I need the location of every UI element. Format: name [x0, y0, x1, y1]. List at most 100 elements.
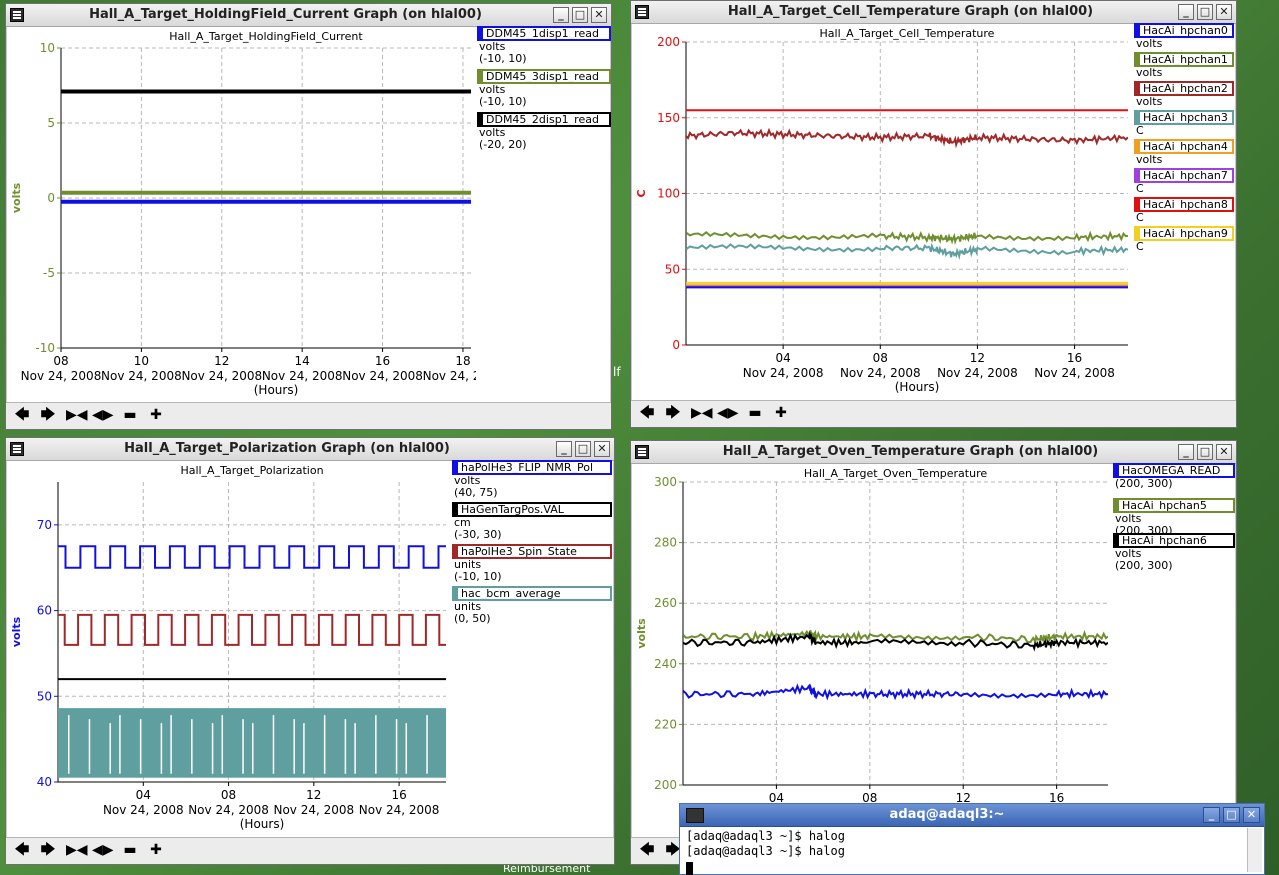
scale-up-icon[interactable]: ✚ [775, 405, 787, 421]
legend-entry[interactable]: HacOMEGA_READ (200, 300) [1113, 463, 1235, 490]
legend-entry[interactable]: HacAi_hpchan0 volts [1134, 23, 1234, 50]
maximize-button[interactable]: □ [1197, 4, 1213, 20]
legend-series-name[interactable]: HacAi_hpchan8 [1134, 197, 1234, 212]
zoom-out-icon[interactable]: ◀▶ [717, 405, 739, 421]
legend-entry[interactable]: HacAi_hpchan1 volts [1134, 52, 1234, 79]
legend-series-name[interactable]: DDM45_2disp1_read [477, 112, 611, 127]
legend-entry[interactable]: haPolHe3_FLIP_NMR_Pol volts (40, 75) [452, 460, 612, 499]
terminal-titlebar[interactable]: adaq@adaql3:~ _ □ ✕ [680, 804, 1264, 827]
legend-entry[interactable]: HacAi_hpchan7 C [1134, 168, 1234, 195]
zoom-in-icon[interactable]: ▶◀ [66, 842, 88, 858]
legend-series-name[interactable]: HacAi_hpchan4 [1134, 139, 1234, 154]
arrow-right-icon[interactable]: 🡆 [665, 405, 681, 421]
x-date-label: Nov 24, 2008 [262, 369, 343, 383]
zoom-in-icon[interactable]: ▶◀ [691, 405, 713, 421]
series-band-gap [323, 715, 326, 774]
legend-range: (-10, 10) [479, 95, 527, 108]
legend-series-name[interactable]: HacAi_hpchan0 [1134, 23, 1234, 38]
close-button[interactable]: ✕ [1243, 807, 1260, 823]
cell-titlebar[interactable]: Hall_A_Target_Cell_Temperature Graph (on… [631, 1, 1236, 24]
legend-unit: C [1136, 211, 1144, 224]
window-menu-icon[interactable] [635, 5, 649, 19]
legend-entry[interactable]: HaGenTargPos.VAL cm (-30, 30) [452, 502, 612, 541]
legend-entry[interactable]: haPolHe3_Spin_State units (-10, 10) [452, 544, 612, 583]
legend-entry[interactable]: HacAi_hpchan5 volts (200, 300) [1113, 498, 1235, 537]
close-button[interactable]: ✕ [1216, 444, 1232, 460]
minimize-button[interactable]: _ [1178, 444, 1194, 460]
x-date-label: Nov 24, 2008 [188, 803, 269, 817]
legend-series-name[interactable]: HacAi_hpchan2 [1134, 81, 1234, 96]
scale-down-icon[interactable]: ▬ [748, 405, 762, 421]
close-button[interactable]: ✕ [1216, 4, 1232, 20]
window-menu-icon[interactable] [635, 445, 649, 459]
legend-entry[interactable]: HacAi_hpchan9 C [1134, 226, 1234, 253]
polarization-chart[interactable]: Hall_A_Target_Polarization 40 50 60 70 volts 0… [6, 460, 451, 838]
x-date-label: Nov 24, 2008 [743, 366, 824, 380]
maximize-button[interactable]: □ [1197, 444, 1213, 460]
legend-unit: volts [1136, 37, 1163, 50]
legend-entry[interactable]: DDM45_2disp1_read volts (-20, 20) [477, 112, 611, 151]
legend-entry[interactable]: HacAi_hpchan4 volts [1134, 139, 1234, 166]
legend-series-name[interactable]: HacAi_hpchan5 [1113, 498, 1235, 513]
legend-unit: units [454, 600, 482, 613]
legend-series-name[interactable]: HacAi_hpchan1 [1134, 52, 1234, 67]
scale-down-icon[interactable]: ▬ [123, 407, 137, 423]
window-menu-icon[interactable] [10, 442, 24, 456]
legend-series-name[interactable]: haPolHe3_Spin_State [452, 544, 612, 559]
series-line [683, 630, 1108, 652]
oven-chart[interactable]: Hall_A_Target_Oven_Temperature 200 220 240 2… [631, 463, 1111, 841]
legend-series-name[interactable]: DDM45_3disp1_read [477, 69, 611, 84]
legend-entry[interactable]: hac_bcm_average units (0, 50) [452, 586, 612, 625]
close-button[interactable]: ✕ [591, 7, 607, 23]
scale-up-icon[interactable]: ✚ [150, 842, 162, 858]
legend-series-name[interactable]: HacOMEGA_READ [1113, 463, 1235, 478]
scale-down-icon[interactable]: ▬ [123, 842, 137, 858]
zoom-out-icon[interactable]: ◀▶ [92, 842, 114, 858]
legend-series-name[interactable]: HacAi_hpchan3 [1134, 110, 1234, 125]
legend-series-name[interactable]: HacAi_hpchan6 [1113, 533, 1235, 548]
legend-entry[interactable]: DDM45_1disp1_read volts (-10, 10) [477, 26, 611, 65]
desktop-reimbursement-label[interactable]: Reimbursement [503, 862, 591, 875]
minimize-button[interactable]: _ [556, 441, 572, 457]
arrow-left-icon[interactable]: 🡄 [639, 405, 655, 421]
legend-entry[interactable]: HacAi_hpchan2 volts [1134, 81, 1234, 108]
holding-titlebar[interactable]: Hall_A_Target_HoldingField_Current Graph… [6, 4, 611, 27]
legend-series-name[interactable]: HacAi_hpchan9 [1134, 226, 1234, 241]
legend-entry[interactable]: HacAi_hpchan6 volts (200, 300) [1113, 533, 1235, 572]
arrow-left-icon[interactable]: 🡄 [14, 842, 30, 858]
zoom-in-icon[interactable]: ▶◀ [66, 407, 88, 423]
arrow-left-icon[interactable]: 🡄 [14, 407, 30, 423]
oven-titlebar[interactable]: Hall_A_Target_Oven_Temperature Graph (on… [631, 441, 1236, 464]
arrow-right-icon[interactable]: 🡆 [665, 842, 681, 858]
minimize-button[interactable]: _ [1203, 807, 1220, 823]
series-band-gap [395, 719, 398, 774]
terminal-window[interactable]: adaq@adaql3:~ _ □ ✕ [adaq@adaql3 ~]$ hal… [679, 803, 1265, 875]
arrow-right-icon[interactable]: 🡆 [40, 407, 56, 423]
polarization-titlebar[interactable]: Hall_A_Target_Polarization Graph (on hla… [6, 438, 614, 461]
legend-series-name[interactable]: HacAi_hpchan7 [1134, 168, 1234, 183]
maximize-button[interactable]: □ [1223, 807, 1240, 823]
legend-series-name[interactable]: DDM45_1disp1_read [477, 26, 611, 41]
minimize-button[interactable]: _ [1178, 4, 1194, 20]
scale-up-icon[interactable]: ✚ [150, 407, 162, 423]
close-button[interactable]: ✕ [594, 441, 610, 457]
maximize-button[interactable]: □ [575, 441, 591, 457]
terminal-scrollbar[interactable] [1247, 828, 1262, 872]
series-band-gap [160, 723, 163, 774]
legend-series-name[interactable]: hac_bcm_average [452, 586, 612, 601]
window-menu-icon[interactable] [10, 8, 24, 22]
legend-series-name[interactable]: HaGenTargPos.VAL [452, 502, 612, 517]
zoom-out-icon[interactable]: ◀▶ [92, 407, 114, 423]
holding-chart[interactable]: Hall_A_Target_HoldingField_Current -10 -5 0… [6, 26, 476, 404]
series-band-gap [88, 719, 91, 774]
cell-chart[interactable]: Hall_A_Target_Cell_Temperature 0 50 100 150 2… [631, 23, 1131, 401]
legend-entry[interactable]: HacAi_hpchan8 C [1134, 197, 1234, 224]
legend-series-name[interactable]: haPolHe3_FLIP_NMR_Pol [452, 460, 612, 475]
arrow-left-icon[interactable]: 🡄 [639, 842, 655, 858]
minimize-button[interactable]: _ [553, 7, 569, 23]
terminal-icon[interactable] [686, 808, 704, 823]
legend-entry[interactable]: HacAi_hpchan3 C [1134, 110, 1234, 137]
arrow-right-icon[interactable]: 🡆 [40, 842, 56, 858]
legend-entry[interactable]: DDM45_3disp1_read volts (-10, 10) [477, 69, 611, 108]
maximize-button[interactable]: □ [572, 7, 588, 23]
